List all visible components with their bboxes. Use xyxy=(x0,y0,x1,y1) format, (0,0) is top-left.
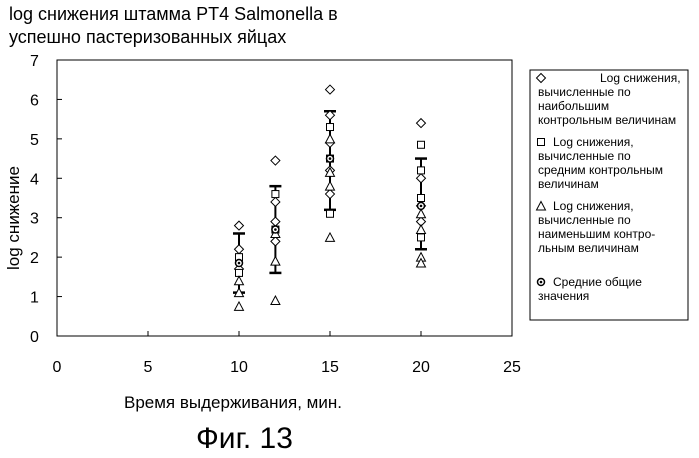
diamond-marker xyxy=(537,74,546,83)
square-marker xyxy=(272,191,279,198)
diamond-marker xyxy=(326,85,335,94)
x-tick-label: 20 xyxy=(412,359,430,376)
legend-label-line: вычисленные по xyxy=(538,85,631,99)
data-markers xyxy=(235,85,426,310)
circle-marker-dot xyxy=(238,262,241,265)
triangle-marker xyxy=(326,182,335,191)
diamond-marker xyxy=(271,156,280,165)
diamond-marker xyxy=(271,237,280,246)
y-tick-label: 3 xyxy=(30,211,39,228)
legend-label-line: Log снижения, xyxy=(600,71,681,85)
circle-marker-dot xyxy=(420,205,423,208)
y-tick-label: 1 xyxy=(30,290,39,307)
circle-marker-dot xyxy=(329,157,332,160)
triangle-marker xyxy=(271,296,280,305)
legend-label-line: величинам xyxy=(538,177,599,191)
figure-caption: Фиг. 13 xyxy=(196,422,293,455)
diamond-marker xyxy=(235,221,244,230)
legend-label-line: вычисленные по xyxy=(538,213,631,227)
x-tick-label: 0 xyxy=(53,359,62,376)
legend-label-line: контрольным величинам xyxy=(538,113,676,127)
square-marker xyxy=(418,195,425,202)
legend-label-line: Средние общие xyxy=(553,275,642,289)
square-marker xyxy=(418,141,425,148)
square-marker xyxy=(327,210,334,217)
y-axis-label: log снижение xyxy=(4,166,23,270)
legend-label-line: значения xyxy=(538,289,589,303)
y-tick-label: 4 xyxy=(30,171,39,188)
y-tick-label: 2 xyxy=(30,250,39,267)
x-axis: 0 5 10 15 20 25 xyxy=(53,331,521,376)
diamond-marker xyxy=(235,245,244,254)
diamond-marker xyxy=(417,174,426,183)
triangle-marker xyxy=(271,257,280,266)
square-marker xyxy=(327,124,334,131)
x-tick-label: 15 xyxy=(321,359,339,376)
legend-label-line: льным величинам xyxy=(538,241,639,255)
diamond-marker xyxy=(271,217,280,226)
chart-title-line2: успешно пастеризованных яйцах xyxy=(9,27,286,47)
x-axis-label: Время выдерживания, мин. xyxy=(124,393,342,412)
diamond-marker xyxy=(417,119,426,128)
square-marker xyxy=(418,234,425,241)
x-tick-label: 5 xyxy=(144,359,153,376)
triangle-marker xyxy=(326,134,335,143)
legend-label-line: Log снижения, xyxy=(553,135,634,149)
y-tick-label: 0 xyxy=(30,329,39,346)
diamond-marker xyxy=(326,190,335,199)
square-marker xyxy=(538,139,545,146)
plot-area xyxy=(57,60,512,336)
triangle-marker xyxy=(235,276,244,285)
diamond-marker xyxy=(271,197,280,206)
triangle-marker xyxy=(417,225,426,234)
legend-label-line: наименьшим контро- xyxy=(538,227,655,241)
x-tick-label: 10 xyxy=(230,359,248,376)
y-tick-label: 5 xyxy=(30,132,39,149)
legend: Log снижения,вычисленные понаибольшимкон… xyxy=(537,71,681,303)
legend-label-line: вычисленные по xyxy=(538,149,631,163)
y-tick-label: 7 xyxy=(30,53,39,70)
circle-marker-dot xyxy=(274,228,277,231)
circle-marker-dot xyxy=(540,281,543,284)
triangle-marker xyxy=(417,209,426,218)
legend-label-line: средним контрольным xyxy=(538,163,663,177)
legend-label-line: Log снижения, xyxy=(553,199,634,213)
chart-title-line1: log снижения штамма PT4 Salmonella в xyxy=(9,4,338,24)
x-tick-label: 25 xyxy=(503,359,521,376)
triangle-marker xyxy=(537,202,546,211)
triangle-marker xyxy=(235,302,244,311)
triangle-marker xyxy=(326,233,335,242)
square-marker xyxy=(418,167,425,174)
y-tick-label: 6 xyxy=(30,92,39,109)
legend-label-line: наибольшим xyxy=(538,99,609,113)
